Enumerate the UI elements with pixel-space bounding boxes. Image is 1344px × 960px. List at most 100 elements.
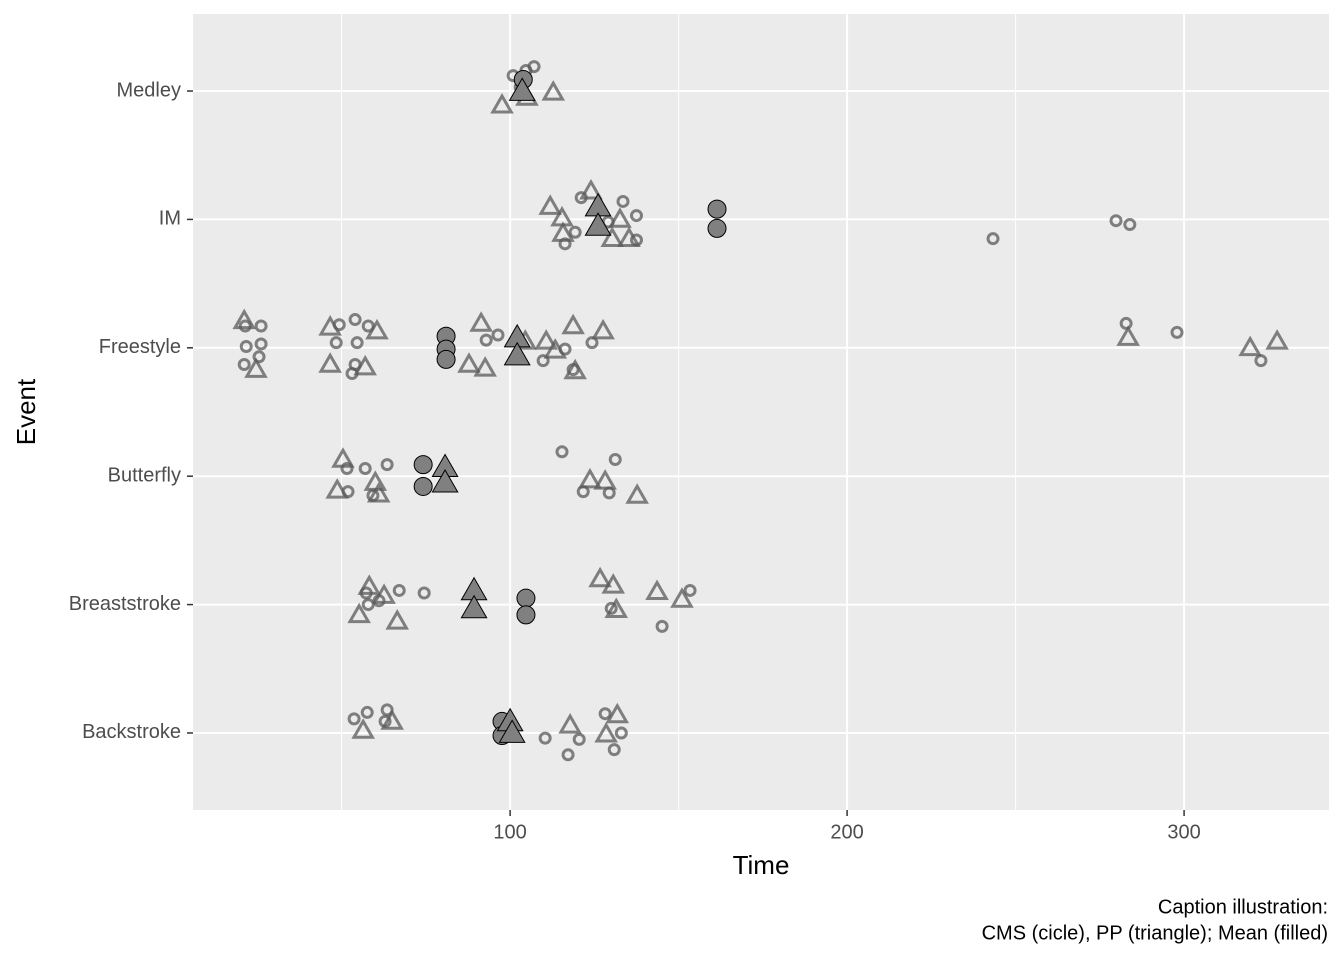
point	[543, 338, 568, 359]
point	[563, 358, 587, 380]
point	[340, 461, 354, 475]
point	[238, 319, 252, 333]
point	[457, 352, 481, 373]
x-tick-label: 300	[1167, 821, 1200, 843]
point	[473, 356, 497, 377]
point	[561, 313, 585, 335]
point	[1123, 218, 1137, 232]
point	[318, 315, 342, 336]
point	[604, 601, 618, 615]
point	[254, 319, 268, 333]
point	[568, 225, 582, 239]
point	[372, 583, 396, 604]
point	[558, 713, 582, 734]
point	[347, 712, 361, 726]
point	[584, 212, 612, 236]
point	[604, 597, 629, 619]
point	[318, 352, 342, 373]
point	[593, 469, 617, 490]
point	[608, 207, 632, 228]
point	[417, 586, 431, 600]
point	[360, 705, 374, 719]
point	[683, 583, 697, 597]
point	[516, 605, 536, 625]
point	[555, 445, 569, 459]
point	[237, 357, 251, 371]
point	[479, 333, 493, 347]
point	[608, 453, 622, 467]
y-tick-label: Butterfly	[108, 464, 181, 486]
point	[350, 336, 364, 350]
point	[629, 209, 643, 223]
point	[380, 709, 404, 730]
point	[331, 447, 355, 468]
x-axis-title: Time	[733, 850, 790, 880]
point	[436, 349, 456, 369]
y-axis-title: Event	[11, 378, 41, 445]
point	[347, 602, 371, 624]
point	[986, 232, 1000, 246]
point	[572, 732, 586, 746]
point	[385, 609, 410, 630]
point	[254, 337, 268, 351]
point	[536, 354, 550, 368]
point	[625, 483, 649, 504]
point	[351, 718, 375, 739]
y-tick-label: IM	[159, 208, 181, 230]
point	[534, 329, 558, 350]
point	[366, 481, 391, 503]
point	[252, 350, 266, 364]
point	[538, 731, 552, 745]
point	[508, 77, 536, 101]
y-tick-label: Breaststroke	[69, 593, 181, 615]
point	[413, 455, 433, 475]
point	[431, 468, 459, 493]
point	[380, 458, 394, 472]
point	[460, 594, 488, 619]
point	[707, 218, 727, 238]
point	[588, 566, 612, 588]
point	[579, 178, 603, 200]
point	[1116, 325, 1140, 346]
point	[601, 573, 626, 594]
point	[1119, 316, 1133, 330]
point	[594, 722, 618, 743]
point	[361, 598, 375, 612]
point	[491, 328, 505, 342]
point	[707, 199, 727, 219]
point	[655, 619, 669, 633]
point	[329, 336, 343, 350]
point	[516, 588, 536, 608]
point	[1265, 329, 1289, 350]
panel	[193, 14, 1329, 810]
point	[1109, 214, 1123, 228]
point	[1238, 335, 1262, 357]
point	[541, 80, 566, 101]
x-tick-label: 100	[493, 821, 526, 843]
point	[239, 340, 253, 354]
point	[365, 318, 389, 340]
point	[469, 311, 493, 332]
caption: CMS (cicle), PP (triangle); Mean (filled…	[982, 922, 1328, 944]
point	[244, 357, 268, 378]
caption: Caption illustration:	[1158, 896, 1328, 918]
point	[585, 336, 599, 350]
point	[607, 743, 621, 757]
point	[490, 92, 514, 114]
point	[498, 719, 526, 743]
y-tick-label: Medley	[117, 79, 181, 101]
point	[561, 748, 575, 762]
point	[591, 318, 615, 340]
point	[605, 702, 630, 724]
point	[645, 579, 669, 601]
point	[1170, 325, 1184, 339]
point	[413, 476, 433, 496]
point	[392, 583, 406, 597]
point	[503, 341, 531, 366]
y-tick-label: Backstroke	[82, 721, 181, 743]
point	[358, 461, 372, 475]
point	[325, 478, 350, 499]
point	[232, 308, 257, 330]
y-tick-label: Freestyle	[99, 336, 181, 358]
